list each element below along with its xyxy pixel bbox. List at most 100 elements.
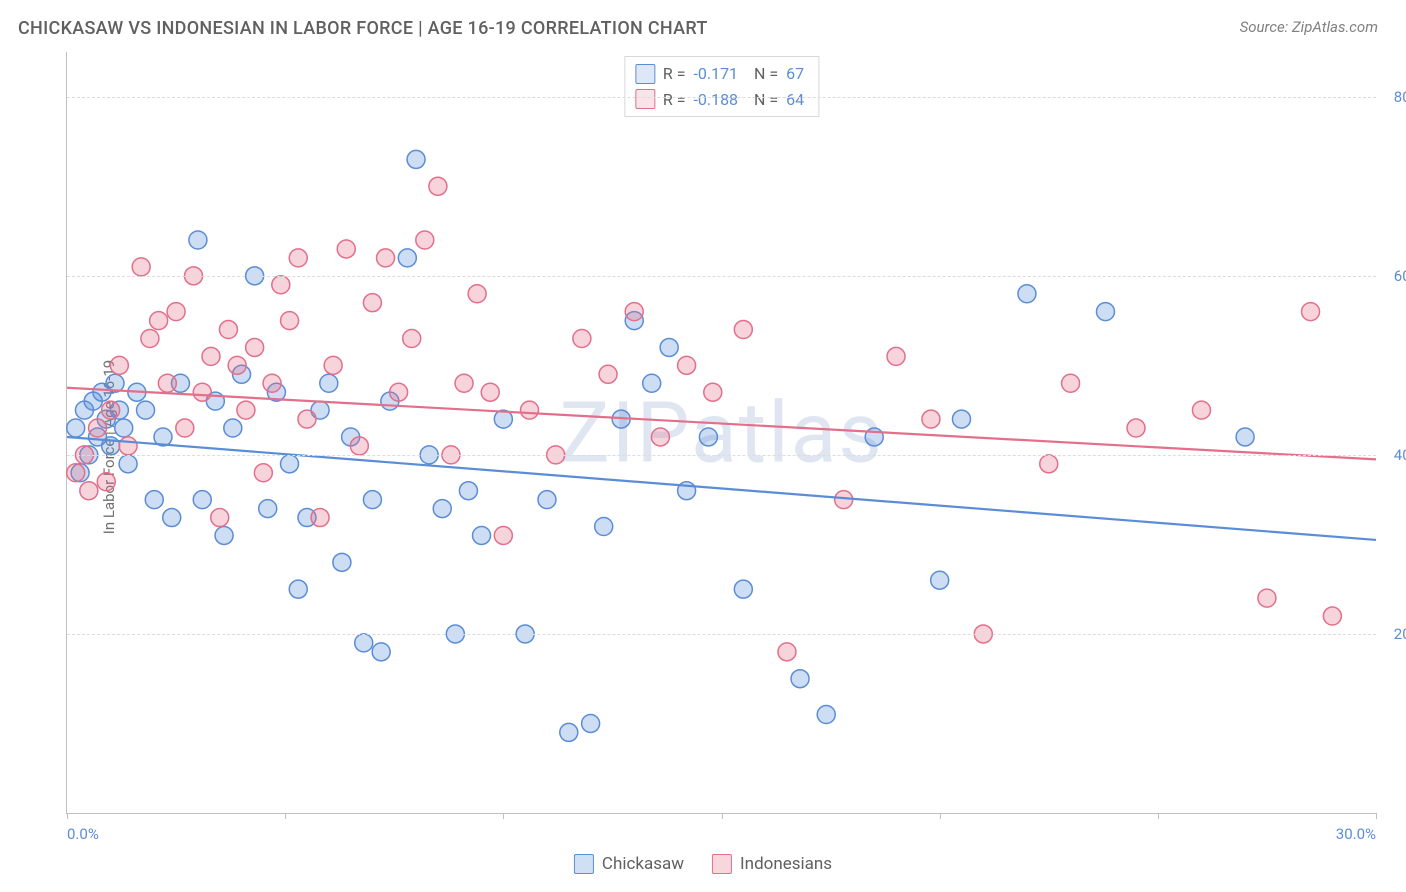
x-tick [722,813,723,819]
data-point [211,509,229,527]
data-point [67,464,85,482]
data-point [560,723,578,741]
data-point [219,321,237,339]
data-point [89,419,107,437]
data-point [1258,589,1276,607]
data-point [176,419,194,437]
y-tick-label: 20.0% [1380,625,1406,643]
data-point [224,419,242,437]
data-point [193,491,211,509]
data-point [80,482,98,500]
data-point [158,374,176,392]
data-point [324,356,342,374]
data-point [145,491,163,509]
data-point [573,329,591,347]
x-tick [67,813,68,819]
data-point [643,374,661,392]
data-point [254,464,272,482]
data-point [259,500,277,518]
data-point [887,347,905,365]
data-point [817,706,835,724]
gridline [67,455,1376,456]
data-point [202,347,220,365]
data-point [215,526,233,544]
data-point [119,437,137,455]
data-point [110,356,128,374]
data-point [237,401,255,419]
data-point [468,285,486,303]
data-point [193,383,211,401]
data-point [599,365,617,383]
data-point [952,410,970,428]
data-point [246,338,264,356]
y-tick-label: 40.0% [1380,446,1406,464]
legend-item: Indonesians [712,854,832,874]
data-point [1192,401,1210,419]
data-point [167,303,185,321]
data-point [791,670,809,688]
data-point [372,643,390,661]
data-point [377,249,395,267]
data-point [363,491,381,509]
legend-swatch [574,854,594,874]
data-point [521,401,539,419]
data-point [403,329,421,347]
data-point [150,312,168,330]
data-point [433,500,451,518]
source-label: Source: ZipAtlas.com [1240,18,1378,36]
data-point [390,383,408,401]
trend-line [67,388,1376,460]
legend-label: Chickasaw [602,854,684,874]
data-point [481,383,499,401]
x-tick-label: 0.0% [67,825,99,843]
data-point [1127,419,1145,437]
y-tick-label: 80.0% [1380,88,1406,106]
data-point [132,258,150,276]
data-point [1323,607,1341,625]
data-point [494,526,512,544]
legend-label: Indonesians [740,854,832,874]
data-point [778,643,796,661]
data-point [660,338,678,356]
data-point [582,714,600,732]
data-point [538,491,556,509]
data-point [337,240,355,258]
data-point [931,571,949,589]
data-point [141,329,159,347]
plot-wrap: In Labor Force | Age 16-19 ZIPatlas R = … [18,52,1388,842]
legend-swatch [712,854,732,874]
data-point [333,553,351,571]
gridline [67,97,1376,98]
data-point [1040,455,1058,473]
data-point [699,428,717,446]
data-point [137,401,155,419]
series-legend: Chickasaw Indonesians [574,854,832,874]
data-point [320,374,338,392]
x-tick [503,813,504,819]
data-point [97,473,115,491]
data-point [289,580,307,598]
plot-area: ZIPatlas R = -0.171 N = 67R = -0.188 N =… [66,52,1376,814]
x-tick [1158,813,1159,819]
chart-header: CHICKASAW VS INDONESIAN IN LABOR FORCE |… [0,0,1406,47]
data-point [363,294,381,312]
data-point [281,312,299,330]
data-point [429,177,447,195]
scatter-svg [67,52,1376,813]
x-tick-label: 30.0% [1336,825,1376,843]
data-point [922,410,940,428]
y-tick-label: 60.0% [1380,267,1406,285]
chart-title: CHICKASAW VS INDONESIAN IN LABOR FORCE |… [18,18,708,39]
data-point [350,437,368,455]
data-point [289,249,307,267]
data-point [651,428,669,446]
data-point [115,419,133,437]
data-point [734,321,752,339]
x-tick [1376,813,1377,819]
x-tick [285,813,286,819]
data-point [163,509,181,527]
data-point [678,356,696,374]
data-point [704,383,722,401]
data-point [398,249,416,267]
data-point [595,518,613,536]
